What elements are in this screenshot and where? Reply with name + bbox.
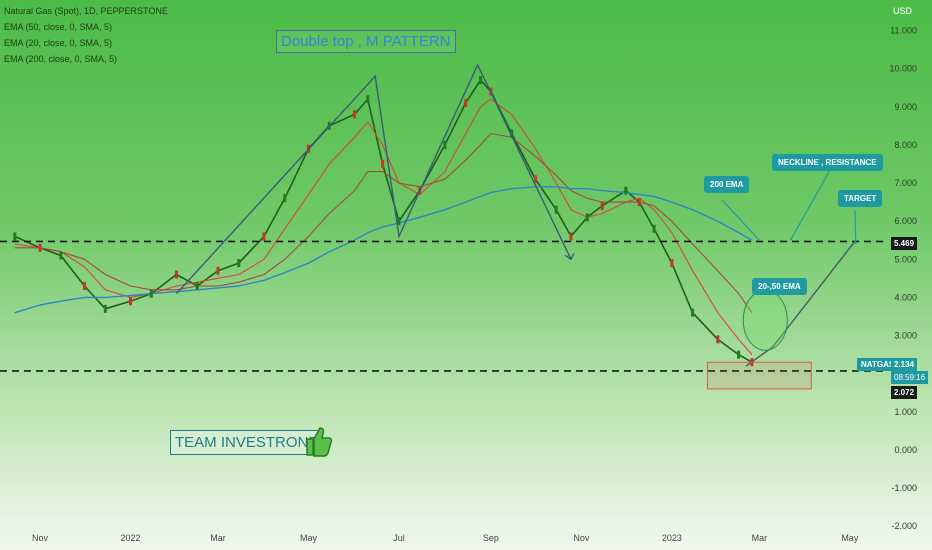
ema200-callout-pointer (721, 199, 760, 241)
price-candle (691, 308, 695, 317)
y-tick-label: 0.000 (894, 445, 917, 455)
x-tick-label: Nov (573, 533, 590, 543)
target-callout-pointer (854, 209, 857, 245)
target-projection (745, 239, 857, 367)
price-candle (13, 232, 17, 241)
price-candle (38, 243, 42, 252)
indicator-ema200[interactable]: EMA (200, close, 0, SMA, 5) (4, 54, 118, 64)
price-candle (149, 289, 153, 298)
x-tick-label: Mar (210, 533, 226, 543)
chart-title: Natural Gas (Spot), 1D, PEPPERSTONE (4, 6, 168, 16)
thumbs-up-icon (306, 427, 332, 457)
price-candle (366, 95, 370, 104)
price-candle (670, 259, 674, 268)
price-candle (716, 335, 720, 344)
y-axis: 11.000 10.000 9.000 8.000 7.000 6.000 5.000 4.0… (889, 26, 917, 532)
price-candle (129, 297, 133, 306)
neckline-callout-pointer (789, 169, 831, 241)
x-tick-label: May (841, 533, 859, 543)
price-candle (237, 259, 241, 268)
support-price-tag: 2.072 (891, 386, 918, 399)
y-tick-label: -1.000 (891, 483, 917, 493)
price-candle (397, 217, 401, 226)
price-candle (652, 224, 656, 233)
price-candle (59, 251, 63, 260)
countdown-tag: 08:59:16 (891, 371, 929, 384)
price-candle (216, 266, 220, 275)
ema-cross-highlight (742, 289, 788, 351)
price-candle (569, 232, 573, 241)
indicator-ema50[interactable]: EMA (50, close, 0, SMA, 5) (4, 22, 113, 32)
team-annotation[interactable]: TEAM INVESTRONE (170, 430, 324, 455)
price-candle (479, 76, 483, 85)
price-candle (737, 350, 741, 359)
price-candle (283, 194, 287, 203)
y-tick-label: 5.000 (894, 254, 917, 264)
price-candle (262, 232, 266, 241)
y-tick-label: 10.000 (889, 64, 917, 74)
y-tick-label: 9.000 (894, 102, 917, 112)
price-candle (83, 281, 87, 290)
price-candle (510, 129, 514, 138)
ema20-series (14, 98, 753, 355)
price-candle (624, 186, 628, 195)
price-candle (637, 198, 641, 207)
pattern-annotation[interactable]: Double top , M PATTERN (276, 30, 456, 53)
m-pattern-drawing (175, 63, 572, 295)
y-tick-label: 7.000 (894, 178, 917, 188)
currency-label: USD (893, 6, 913, 16)
y-tick-label: 8.000 (894, 140, 917, 150)
series-layer (13, 76, 754, 367)
x-tick-label: May (300, 533, 318, 543)
y-tick-label: 6.000 (894, 216, 917, 226)
x-tick-label: Sep (483, 533, 499, 543)
y-tick-label: 11.000 (890, 26, 917, 36)
price-candle (174, 270, 178, 279)
x-tick-label: Jul (393, 533, 405, 543)
x-tick-label: Nov (32, 533, 49, 543)
y-tick-label: 1.000 (894, 407, 917, 417)
indicator-ema20[interactable]: EMA (20, close, 0, SMA, 5) (4, 38, 113, 48)
price-candle (533, 175, 537, 184)
x-tick-label: Mar (752, 533, 768, 543)
x-tick-label: 2023 (662, 533, 682, 543)
neckline-price-tag: 5.469 (891, 237, 918, 250)
price-candle (554, 205, 558, 214)
support-zone-box (706, 361, 812, 390)
ema2050-callout[interactable]: 20-,50 EMA (752, 278, 807, 295)
m-pattern-arrowhead (564, 252, 575, 261)
neckline-callout[interactable]: NECKLINE , RESISTANCE (772, 154, 883, 171)
y-tick-label: 3.000 (894, 331, 917, 341)
x-axis: Nov 2022 Mar May Jul Sep Nov 2023 Mar May (32, 533, 859, 543)
symbol-tag: NATGAS (857, 358, 899, 371)
y-tick-label: -2.000 (891, 521, 917, 531)
price-candle (443, 140, 447, 149)
price-candle (600, 201, 604, 210)
x-tick-label: 2022 (120, 533, 140, 543)
price-candle (352, 110, 356, 119)
price-candle (464, 98, 468, 107)
price-candle (585, 213, 589, 222)
y-tick-label: 4.000 (894, 292, 917, 302)
drawing-layer[interactable] (0, 63, 888, 390)
price-series (14, 79, 753, 363)
price-candle (103, 304, 107, 313)
ema50-series (14, 132, 753, 314)
price-candle (195, 281, 199, 290)
ema200-series (14, 186, 753, 314)
price-candle (381, 159, 385, 168)
ema200-callout[interactable]: 200 EMA (704, 176, 750, 193)
last-price-tag: 2.134 (891, 358, 918, 371)
target-callout[interactable]: TARGET (838, 190, 883, 207)
